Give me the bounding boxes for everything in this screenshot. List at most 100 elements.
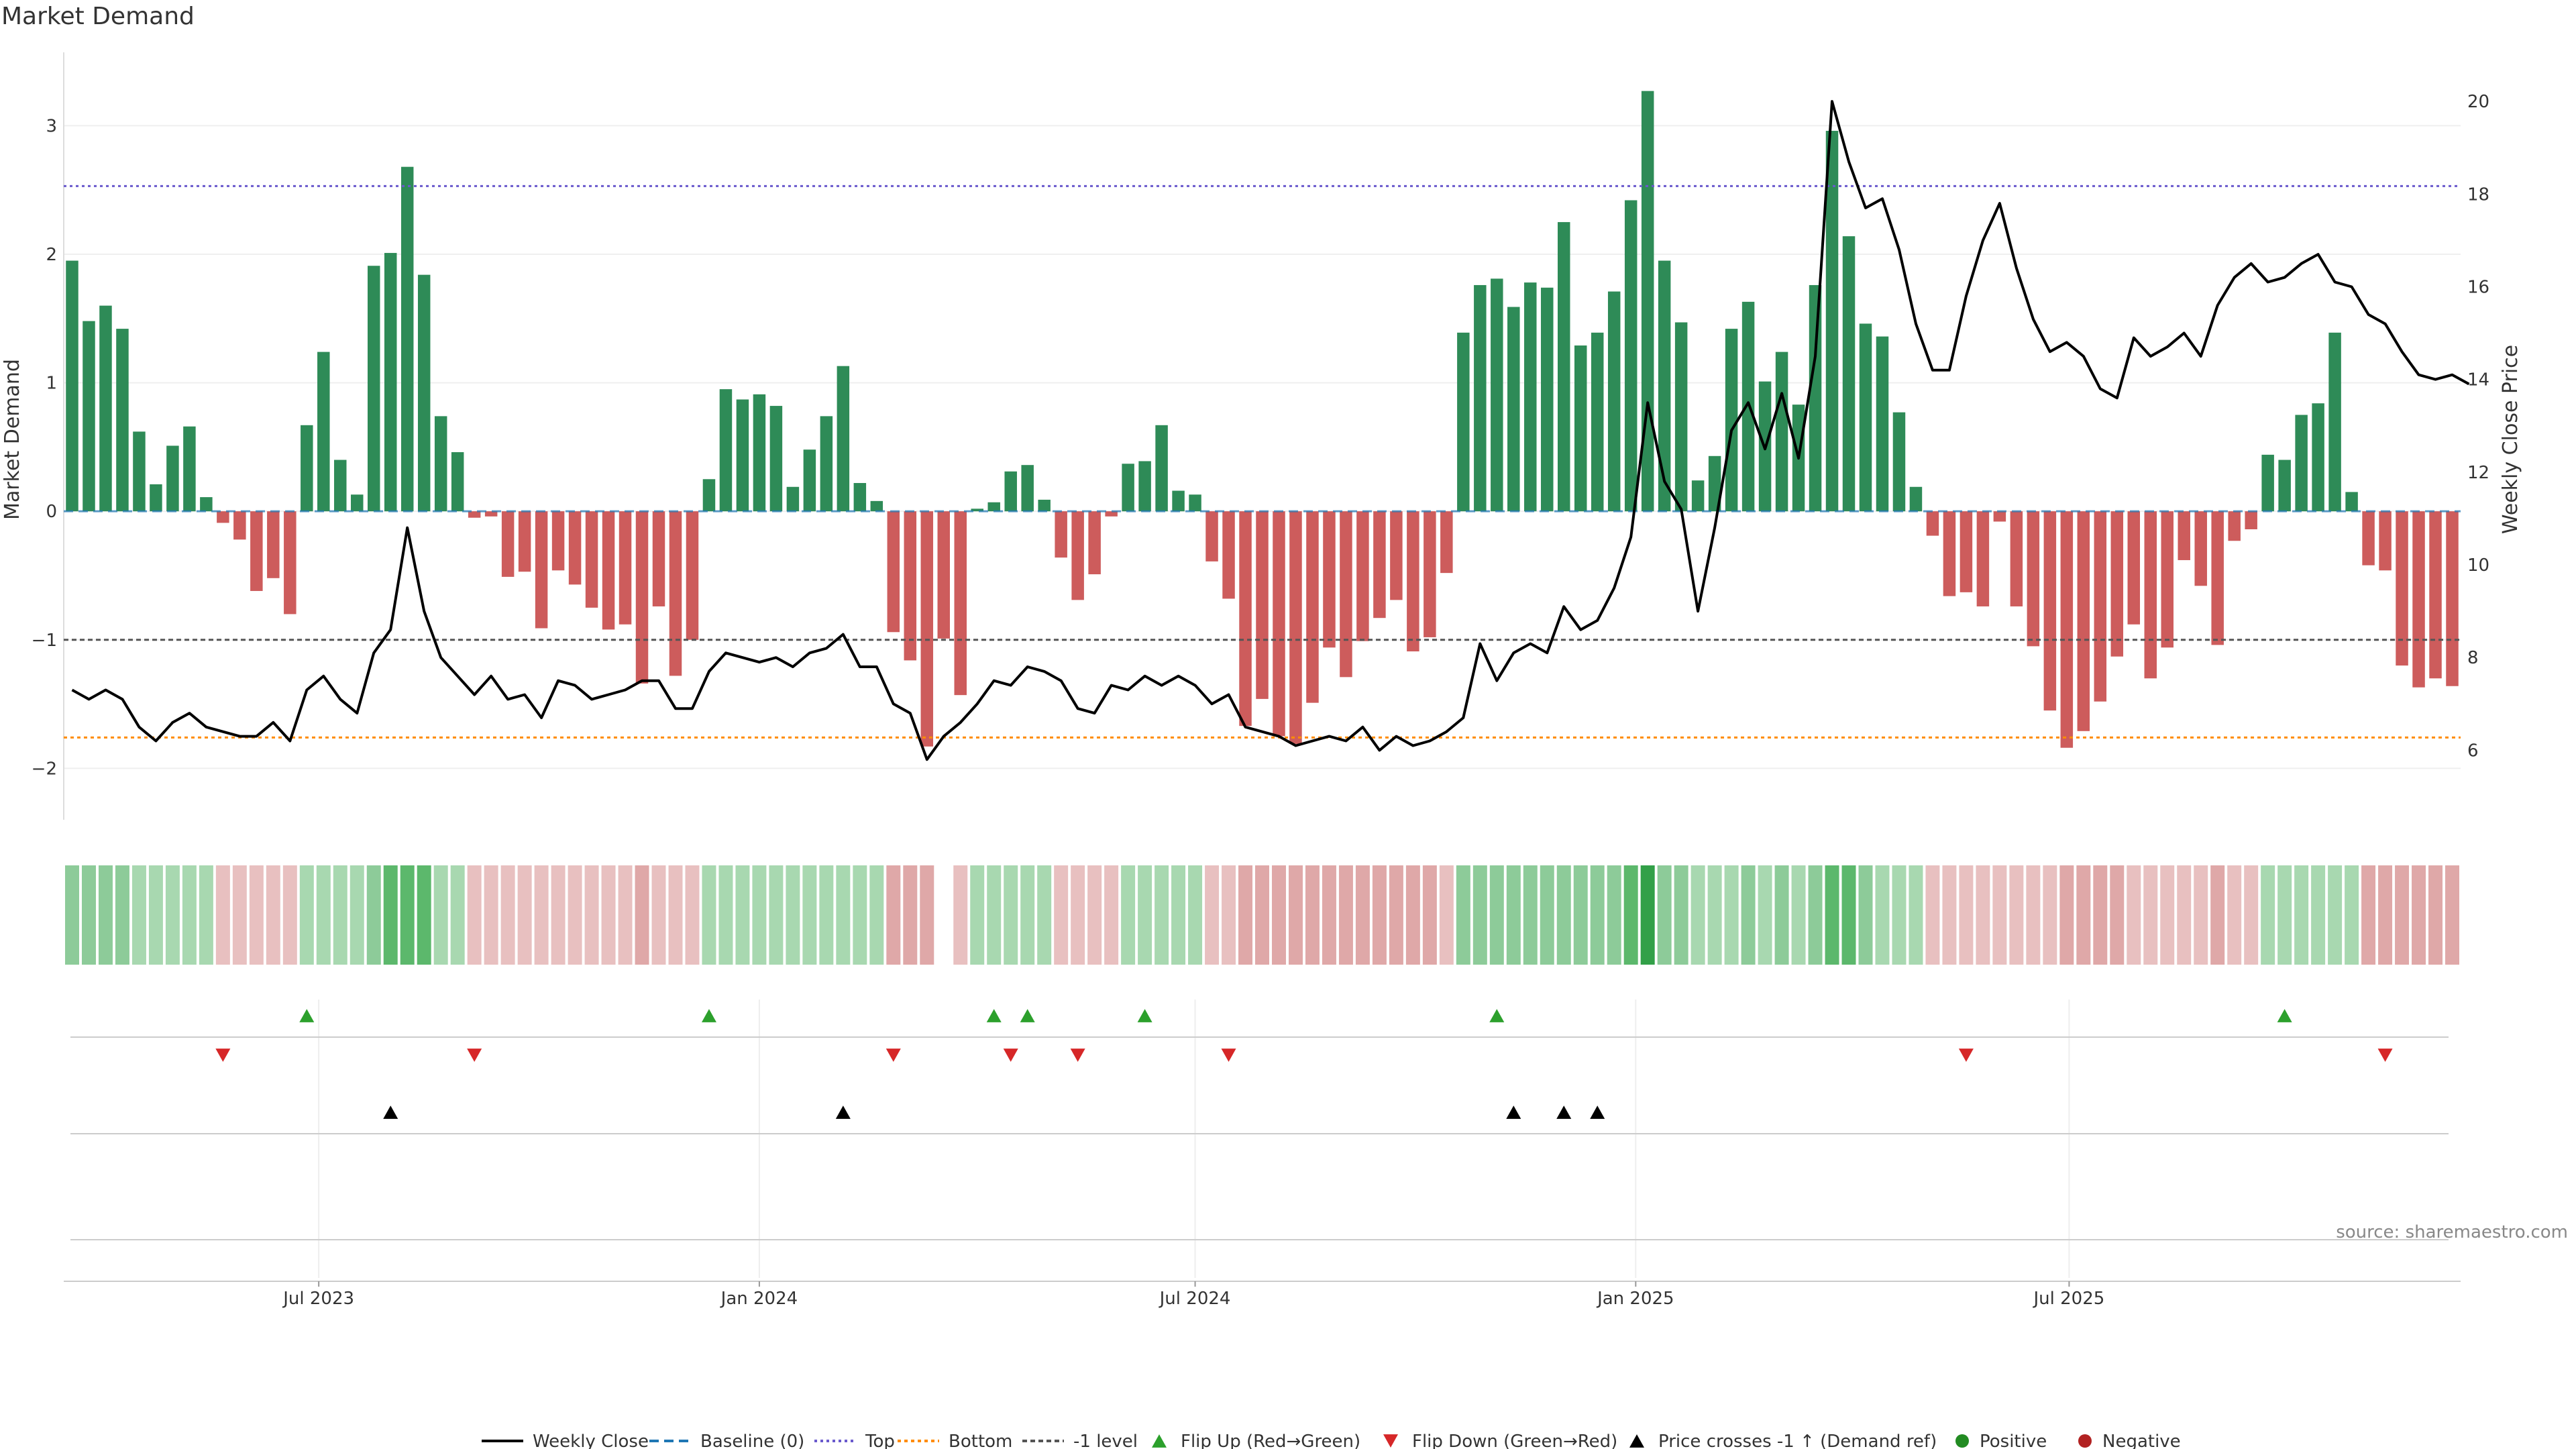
heat-cell — [199, 865, 213, 965]
heat-cell — [2194, 865, 2208, 965]
x-tick-label: Jan 2025 — [1596, 1289, 1674, 1309]
demand-bar — [1674, 322, 1688, 512]
heat-cell — [1138, 865, 1152, 965]
demand-bar — [66, 260, 78, 512]
demand-bar — [133, 431, 146, 512]
demand-bar — [2446, 511, 2459, 686]
demand-bar — [2429, 511, 2442, 679]
demand-bar — [1574, 345, 1587, 512]
heat-cell — [735, 865, 750, 965]
demand-bar — [954, 511, 967, 696]
heat-cell — [685, 865, 700, 965]
demand-bar — [233, 511, 246, 540]
heat-cell — [1104, 865, 1119, 965]
heat-cell — [2311, 865, 2326, 965]
heat-cell — [1238, 865, 1253, 965]
heat-cell — [165, 865, 180, 965]
flip-down-marker — [1003, 1049, 1018, 1062]
heat-cell — [1909, 865, 1923, 965]
demand-bar — [2211, 511, 2224, 645]
demand-bar — [2261, 454, 2274, 512]
demand-bar — [652, 511, 665, 606]
heat-cell — [2261, 865, 2275, 965]
heat-cell — [970, 865, 985, 965]
flip-down-marker — [215, 1049, 231, 1062]
demand-bar — [150, 484, 162, 512]
demand-bar — [2194, 511, 2207, 586]
demand-bar — [920, 511, 934, 747]
legend-swatch-triangle — [1152, 1434, 1167, 1448]
heat-cell — [718, 865, 733, 965]
x-tick-label: Jan 2024 — [720, 1289, 798, 1309]
demand-bar — [2010, 511, 2023, 606]
heat-cell — [1540, 865, 1554, 965]
heat-cell — [819, 865, 834, 965]
demand-bar — [1222, 511, 1235, 599]
heat-cell — [702, 865, 716, 965]
flip-up-marker — [2277, 1009, 2292, 1022]
price-cross-marker — [383, 1106, 398, 1119]
heat-cell — [1004, 865, 1018, 965]
demand-bar — [820, 416, 833, 512]
heat-cell — [1171, 865, 1186, 965]
heat-cell — [2043, 865, 2057, 965]
demand-bar — [2345, 492, 2358, 512]
y2-tick-label: 18 — [2467, 184, 2489, 205]
heat-cell — [1389, 865, 1403, 965]
flip-down-marker — [1221, 1049, 1236, 1062]
y2-tick-label: 16 — [2467, 277, 2489, 297]
demand-bar — [284, 511, 297, 614]
heat-cell — [433, 865, 448, 965]
demand-bar — [971, 508, 983, 512]
heat-cell — [2244, 865, 2259, 965]
demand-bar — [1909, 486, 1923, 512]
heat-cell — [903, 865, 918, 965]
demand-bar — [1507, 307, 1520, 512]
heat-cell — [1841, 865, 1856, 965]
heat-cell — [2345, 865, 2359, 965]
heat-cell — [1322, 865, 1336, 965]
demand-bar — [2278, 460, 2291, 512]
heat-cell — [517, 865, 532, 965]
demand-bar — [1825, 131, 1839, 512]
demand-bar — [1138, 461, 1151, 512]
demand-bar — [1558, 222, 1570, 512]
heat-cell — [98, 865, 113, 965]
demand-bar — [1641, 91, 1654, 512]
demand-bar — [769, 406, 783, 512]
heat-cell — [752, 865, 767, 965]
demand-bar — [1021, 465, 1034, 512]
weekly-close-line — [71, 100, 2470, 761]
heat-cell — [786, 865, 800, 965]
heat-cell — [2294, 865, 2309, 965]
chart-title: Market Demand — [1, 3, 195, 30]
demand-bar — [1340, 511, 1352, 678]
demand-bar — [1071, 511, 1084, 600]
demand-bar — [1004, 471, 1017, 512]
heat-cell — [417, 865, 431, 965]
heat-cell — [769, 865, 784, 965]
demand-bar — [1088, 511, 1101, 575]
heat-cell — [467, 865, 482, 965]
demand-bar — [1356, 511, 1369, 641]
heat-cell — [484, 865, 498, 965]
demand-bar — [702, 479, 716, 512]
demand-bar — [83, 321, 95, 512]
demand-bar — [1256, 511, 1269, 699]
demand-bar — [602, 511, 615, 630]
demand-bar — [786, 486, 800, 512]
x-tick-label: Jul 2025 — [2032, 1289, 2104, 1309]
demand-bar — [2144, 511, 2157, 679]
heat-cell — [1825, 865, 1839, 965]
demand-bar — [1960, 511, 1973, 592]
demand-bar — [183, 426, 196, 512]
demand-bar — [301, 425, 313, 512]
demand-bar — [870, 500, 883, 512]
demand-bar — [317, 352, 330, 512]
heat-cell — [2076, 865, 2091, 965]
demand-bar — [1457, 332, 1470, 512]
heat-cell — [249, 865, 264, 965]
legend-swatch-dot — [1955, 1434, 1969, 1448]
heat-cell — [2445, 865, 2460, 965]
demand-bar — [837, 366, 850, 512]
